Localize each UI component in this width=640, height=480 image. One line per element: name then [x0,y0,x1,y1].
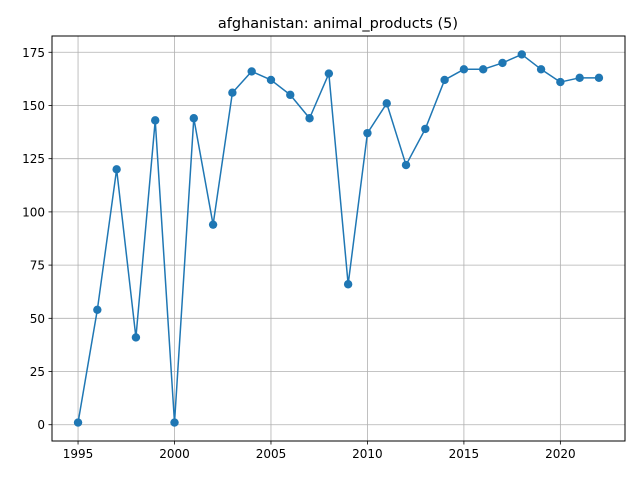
data-point [401,160,411,170]
data-point [247,67,256,76]
data-point [228,88,237,97]
y-tick-label: 175 [22,46,45,60]
y-tick-label: 50 [30,312,45,326]
data-point [382,99,391,108]
x-tick-label: 2000 [159,447,190,461]
x-tick-label: 2015 [449,447,480,461]
data-point [151,116,160,125]
data-point [208,220,218,229]
data-point [170,418,179,427]
x-tick-label: 2020 [545,447,576,461]
grid-lines [52,36,625,441]
data-point [343,280,353,289]
data-point [594,73,604,83]
data-point [131,333,141,342]
data-point [324,69,334,78]
y-tick-label: 150 [22,99,45,113]
series-layer [73,50,604,427]
chart-title: afghanistan: animal_products (5) [218,16,458,32]
x-tick-label: 2005 [256,447,287,461]
plot-frame [51,35,626,442]
data-point [556,77,565,87]
data-point [440,75,449,85]
x-tick-label: 1995 [63,447,94,461]
data-point [421,124,430,134]
series-line [77,53,599,424]
data-point [575,73,584,83]
y-tick-label: 75 [30,259,45,273]
data-point [536,65,546,74]
data-point [498,58,507,68]
data-point [363,128,372,138]
y-tick-label: 25 [30,365,45,379]
y-axis: 0 25 50 75 100 125 150 175 [22,46,52,432]
data-point [189,114,199,123]
data-point [266,75,276,85]
y-tick-label: 0 [37,418,45,432]
y-tick-label: 125 [22,152,45,166]
x-axis: 1995 2000 2005 2010 2015 2020 [63,441,576,461]
x-tick-label: 2010 [352,447,383,461]
data-point [93,305,102,314]
data-point [73,418,83,427]
data-point [478,65,488,74]
data-point [459,65,469,74]
data-point [305,114,314,123]
data-point [112,165,121,174]
data-point [517,50,526,59]
y-tick-label: 100 [22,205,45,219]
data-point [286,90,295,100]
